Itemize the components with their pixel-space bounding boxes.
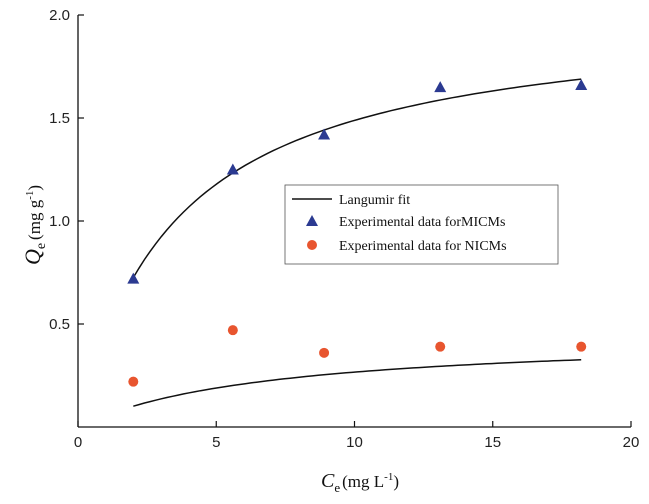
x-tick-label: 15 xyxy=(484,434,501,451)
x-tick-label: 5 xyxy=(212,434,220,451)
micms-data-point xyxy=(575,79,588,91)
y-tick-label: 0.5 xyxy=(49,316,70,333)
x-axis-subscript: e xyxy=(334,480,340,495)
legend: Langumir fit Experimental data forMICMs … xyxy=(284,184,559,265)
y-tick-label: 1.0 xyxy=(49,213,70,230)
legend-label-micms: Experimental data forMICMs xyxy=(339,215,505,230)
x-tick-label: 10 xyxy=(346,434,363,451)
legend-label-nicms: Experimental data for NICMs xyxy=(339,239,507,254)
nicms-data-point xyxy=(227,325,238,336)
nicms-data-point xyxy=(319,347,330,358)
data-markers xyxy=(127,79,588,387)
y-tick-label: 2.0 xyxy=(49,7,70,24)
y-axis-unit: (mg g xyxy=(25,199,44,240)
y-tick-label: 1.5 xyxy=(49,110,70,127)
legend-label-fit: Langumir fit xyxy=(339,193,410,208)
y-axis-title: Qe (mg g-1) xyxy=(20,185,49,265)
langmuir-fit-lines xyxy=(132,78,582,407)
micms-data-point xyxy=(434,81,447,93)
y-ticks: 0.5 1.0 1.5 2.0 xyxy=(49,7,84,333)
fit-line-micms xyxy=(132,78,582,278)
x-axis-symbol: C xyxy=(321,470,335,492)
fit-line-nicms xyxy=(133,359,582,407)
x-tick-label: 20 xyxy=(623,434,640,451)
legend-triangle-symbol xyxy=(306,215,318,226)
micms-data-point xyxy=(127,272,140,284)
y-axis-unit-sup: -1 xyxy=(24,191,36,200)
micms-data-point xyxy=(318,128,331,140)
x-axis-unit-close: ) xyxy=(393,472,399,491)
legend-box xyxy=(284,184,559,265)
x-axis-unit-sup: -1 xyxy=(384,471,393,483)
nicms-data-point xyxy=(576,341,587,352)
legend-circle-symbol xyxy=(307,240,317,250)
micms-data-point xyxy=(226,163,239,175)
nicms-data-point xyxy=(435,341,446,352)
x-ticks: 0 5 10 15 20 xyxy=(74,421,640,451)
nicms-data-point xyxy=(128,376,139,387)
x-tick-label: 0 xyxy=(74,434,82,451)
x-axis-title: Ce (mg L-1) xyxy=(321,470,399,495)
x-axis-unit: (mg L xyxy=(342,472,384,491)
y-axis-subscript: e xyxy=(34,243,49,249)
y-axis-symbol: Q xyxy=(20,249,45,265)
y-axis-unit-close: ) xyxy=(25,185,44,191)
